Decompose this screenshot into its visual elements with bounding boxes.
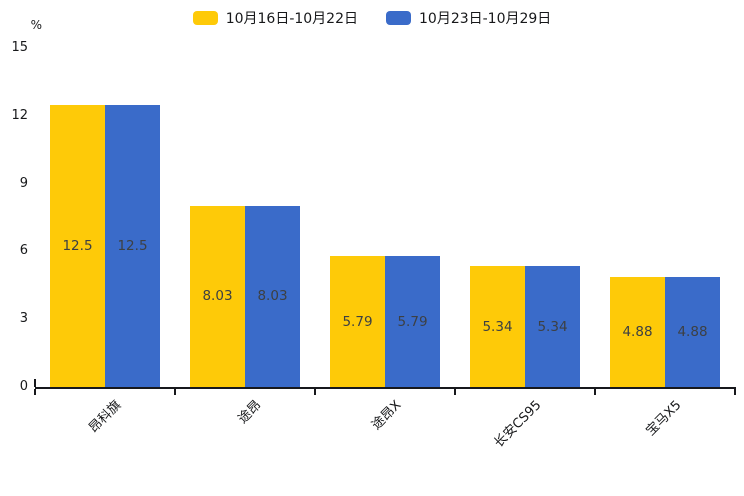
x-axis-label-cat3: 途昂X [369, 397, 405, 434]
bar-series1-cat2: 8.03 [190, 205, 245, 387]
x-axis-line [35, 387, 736, 389]
bar-series2-cat4: 5.34 [525, 266, 580, 387]
legend-label-period-1: 10月16日-10月22日 [225, 11, 358, 27]
x-axis-label-cat2: 途昂 [235, 397, 265, 427]
y-tick-label-3: 3 [19, 311, 28, 327]
legend-item-period-1[interactable]: 10月16日-10月22日 [192, 8, 358, 28]
x-axis-label-cat4: 长安CS95 [491, 397, 545, 451]
chart-legend: 10月16日-10月22日 10月23日-10月29日 [0, 8, 744, 28]
bar-series1-cat4: 5.34 [470, 266, 525, 387]
bar-series2-cat5: 4.88 [665, 276, 720, 387]
x-axis-tick [34, 389, 36, 395]
y-tick-label-15: 15 [11, 40, 28, 55]
bar-series1-cat3: 5.79 [330, 256, 385, 387]
bar-series2-cat3: 5.79 [385, 256, 440, 387]
x-axis-label-cat5: 宝马X5 [643, 397, 685, 439]
bar-value-label: 12.5 [62, 237, 93, 254]
x-axis-tick [734, 389, 736, 395]
legend-label-period-2: 10月23日-10月29日 [419, 11, 552, 27]
x-axis-tick [314, 389, 316, 395]
bar-series1-cat5: 4.88 [610, 276, 665, 387]
bar-value-label: 4.88 [622, 323, 653, 340]
bar-value-label: 5.34 [482, 318, 513, 335]
x-axis-tick [174, 389, 176, 395]
y-tick-label-6: 6 [19, 243, 28, 259]
y-tick-label-0: 0 [19, 379, 28, 394]
legend-swatch-blue-icon [386, 11, 411, 25]
x-axis-tick [454, 389, 456, 395]
y-tick-label-12: 12 [11, 107, 28, 123]
bar-value-label: 8.03 [257, 288, 288, 305]
legend-swatch-yellow-icon [192, 11, 218, 25]
legend-item-period-2[interactable]: 10月23日-10月29日 [386, 8, 551, 28]
bar-value-label: 12.5 [117, 237, 148, 254]
bar-value-label: 5.79 [397, 313, 428, 330]
y-axis-unit-label: % [30, 18, 42, 32]
bar-value-label: 5.79 [342, 313, 373, 330]
bar-series2-cat2: 8.03 [245, 205, 300, 387]
y-axis-tick-zero [34, 379, 36, 387]
bar-series1-cat1: 12.5 [50, 104, 105, 387]
bar-value-label: 8.03 [202, 288, 233, 305]
bar-value-label: 4.88 [677, 323, 708, 340]
x-axis-label-cat1: 昂科旗 [86, 397, 125, 437]
bar-value-label: 5.34 [537, 318, 568, 335]
bar-series2-cat1: 12.5 [105, 104, 160, 387]
y-tick-label-9: 9 [19, 175, 28, 191]
x-axis-tick [594, 389, 596, 395]
